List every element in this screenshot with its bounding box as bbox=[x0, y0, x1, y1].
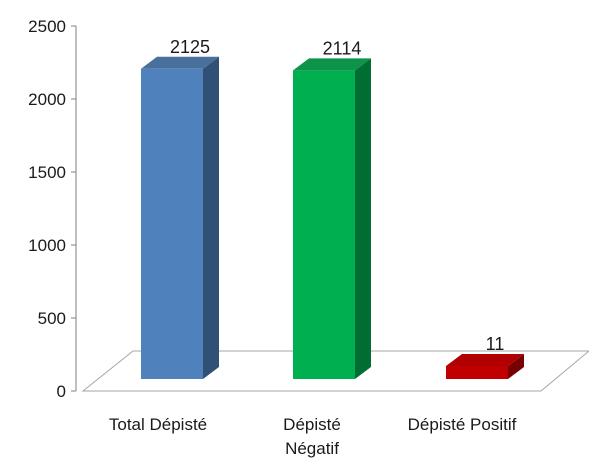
bar bbox=[293, 58, 371, 380]
value-tick-label: 2500 bbox=[28, 17, 66, 36]
data-label: 11 bbox=[486, 334, 505, 354]
category-label: Total Dépisté bbox=[109, 415, 207, 434]
data-label: 2125 bbox=[170, 37, 210, 57]
data-label: 2114 bbox=[323, 38, 362, 58]
value-tick-label: 1500 bbox=[28, 163, 66, 182]
value-tick-label: 1000 bbox=[28, 236, 66, 255]
bar-side bbox=[203, 56, 219, 379]
value-tick-label: 0 bbox=[57, 382, 66, 401]
value-tick-label: 500 bbox=[38, 309, 66, 328]
category-label: Dépisté Négatif bbox=[283, 415, 341, 458]
bar-top bbox=[293, 58, 371, 71]
bar bbox=[141, 56, 219, 379]
bar-front bbox=[446, 366, 508, 379]
bar-front bbox=[293, 70, 355, 379]
category-label: Dépisté Positif bbox=[408, 415, 517, 434]
bar-side bbox=[508, 354, 524, 379]
bar-top bbox=[141, 56, 219, 69]
value-tick-label: 2000 bbox=[28, 90, 66, 109]
value-axis-ticks: 0 500 1000 1500 2000 2500 bbox=[28, 17, 76, 401]
bar-top bbox=[446, 354, 524, 366]
category-labels: Total Dépisté Dépisté Négatif Dépisté Posit… bbox=[109, 415, 517, 458]
bar-front bbox=[141, 68, 203, 379]
bar-side bbox=[355, 58, 371, 380]
bar bbox=[446, 354, 524, 379]
data-labels: 2125 2114 11 bbox=[170, 37, 504, 354]
bars bbox=[141, 56, 524, 380]
